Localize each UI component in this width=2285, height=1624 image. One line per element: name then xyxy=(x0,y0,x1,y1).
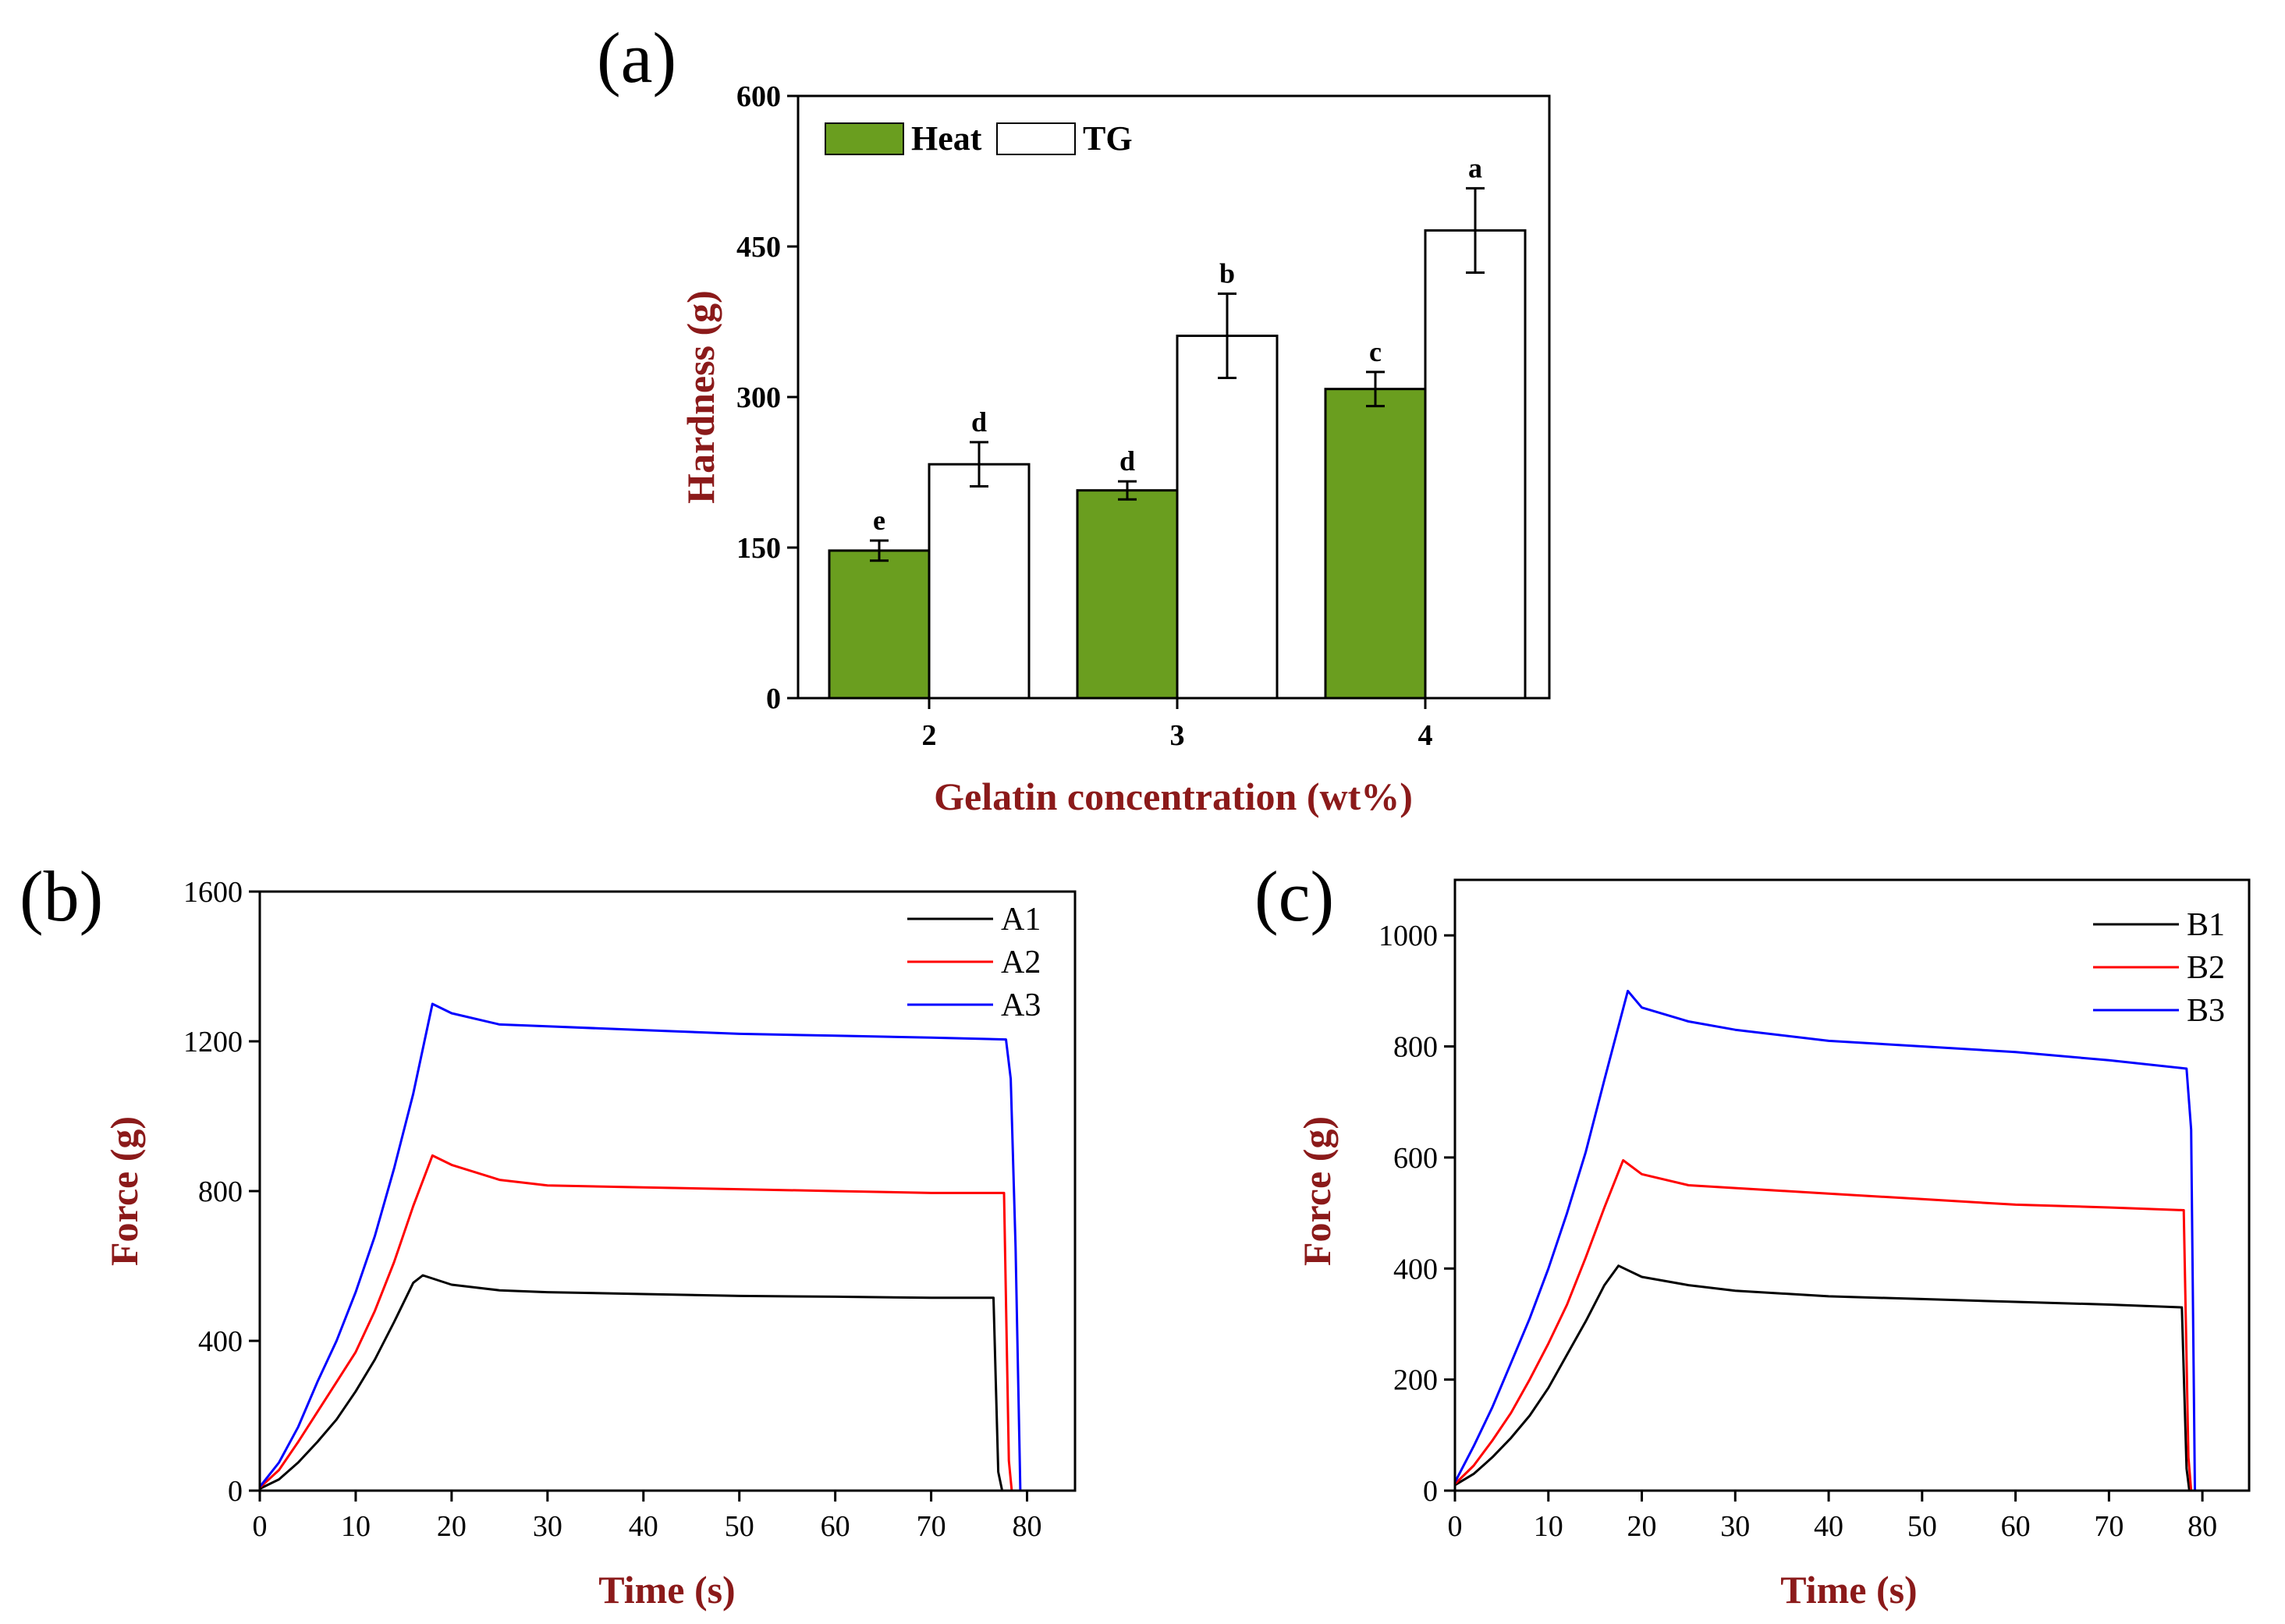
x-tick-label: 80 xyxy=(2187,1510,2217,1543)
series-line-a2 xyxy=(258,1154,1013,1491)
x-tick-label: 0 xyxy=(1448,1510,1463,1543)
panel-b-plot-frame xyxy=(258,890,1077,1492)
bar-heat-2 xyxy=(828,549,931,700)
series-line-b2 xyxy=(1453,1159,2193,1491)
y-tick-label: 0 xyxy=(766,683,781,715)
panel-c-y-ticks: 0 200 400 600 800 1000 xyxy=(1378,920,1455,1508)
x-tick-label: 0 xyxy=(253,1510,268,1543)
legend-label-a2: A2 xyxy=(1001,945,1041,980)
significance-letter: d xyxy=(971,406,987,438)
bar-tg-3 xyxy=(1176,335,1279,700)
significance-letter: b xyxy=(1219,257,1235,289)
y-tick-label: 600 xyxy=(736,80,781,113)
panel-b-x-ticks: 0 10 20 30 40 50 60 70 80 xyxy=(253,1491,1042,1543)
y-tick-label: 400 xyxy=(1393,1253,1438,1285)
legend-swatch-heat xyxy=(825,122,904,155)
x-tick-label: 20 xyxy=(437,1510,467,1543)
y-tick-label: 200 xyxy=(1393,1364,1438,1397)
legend-label-b2: B2 xyxy=(2187,950,2225,986)
legend-swatch-tg xyxy=(996,122,1076,155)
y-tick-label: 800 xyxy=(198,1175,243,1208)
panel-b-y-axis-label: Force (g) xyxy=(102,1116,146,1266)
significance-letter: c xyxy=(1369,336,1382,367)
panel-a-label: (a) xyxy=(597,18,676,98)
panel-a-y-ticks: 0 150 300 450 600 xyxy=(736,80,798,715)
x-tick-label: 50 xyxy=(725,1510,754,1543)
legend-label-a1: A1 xyxy=(1001,902,1041,938)
x-tick-label: 60 xyxy=(821,1510,850,1543)
significance-letter: a xyxy=(1468,152,1482,183)
panel-a-bars: e d c d b a xyxy=(828,152,1527,700)
y-tick-label: 0 xyxy=(1423,1475,1438,1508)
bar-tg-4 xyxy=(1424,229,1527,700)
panel-c-label: (c) xyxy=(1254,856,1334,936)
y-tick-label: 400 xyxy=(198,1325,243,1358)
x-tick-label: 10 xyxy=(341,1510,371,1543)
legend-label-heat: Heat xyxy=(911,119,982,158)
panel-c-y-axis-label: Force (g) xyxy=(1295,1116,1339,1266)
y-tick-label: 450 xyxy=(736,231,781,264)
panel-a-x-axis-label: Gelatin concentration (wt%) xyxy=(934,775,1413,818)
panel-b-x-axis-label: Time (s) xyxy=(598,1568,735,1612)
panel-a-y-axis-label: Hardness (g) xyxy=(679,290,722,504)
x-tick-label: 10 xyxy=(1534,1510,1563,1543)
panel-b-legend: A1 A2 A3 xyxy=(907,902,1041,1023)
panel-b-force-time-chart: (b) 0 400 800 1200 1600 0 10 20 30 40 50 60 70 80 Fo… xyxy=(20,856,1077,1612)
panel-c-series-lines xyxy=(1453,989,2196,1491)
panel-c-x-ticks: 0 10 20 30 40 50 60 70 80 xyxy=(1448,1491,2217,1543)
panel-a-hardness-bar-chart: (a) e d c d b a 0 150 300 450 600 2 3 4 Hardness (g… xyxy=(597,18,1551,818)
x-tick-label: 40 xyxy=(629,1510,658,1543)
x-tick-label: 30 xyxy=(533,1510,562,1543)
x-tick-label: 70 xyxy=(917,1510,946,1543)
y-tick-label: 0 xyxy=(228,1475,243,1508)
x-tick-label: 2 xyxy=(922,719,937,752)
significance-letter: d xyxy=(1119,445,1135,477)
x-tick-label: 30 xyxy=(1720,1510,1750,1543)
significance-letter: e xyxy=(873,505,885,536)
series-line-a1 xyxy=(259,1274,1004,1491)
legend-label-b3: B3 xyxy=(2187,993,2225,1029)
y-tick-label: 600 xyxy=(1393,1142,1438,1175)
y-tick-label: 1600 xyxy=(183,876,243,909)
y-tick-label: 1000 xyxy=(1378,920,1438,952)
x-tick-label: 70 xyxy=(2094,1510,2124,1543)
panel-c-plot-frame xyxy=(1453,878,2251,1492)
y-tick-label: 800 xyxy=(1393,1031,1438,1064)
panel-a-x-ticks: 2 3 4 xyxy=(922,698,1433,752)
series-line-a3 xyxy=(258,1002,1022,1491)
bar-heat-4 xyxy=(1324,388,1427,700)
y-tick-label: 150 xyxy=(736,532,781,565)
legend-label-a3: A3 xyxy=(1001,988,1041,1023)
x-tick-label: 3 xyxy=(1170,719,1185,752)
x-tick-label: 50 xyxy=(1907,1510,1937,1543)
x-tick-label: 60 xyxy=(2001,1510,2031,1543)
series-line-b1 xyxy=(1454,1264,2191,1491)
legend-label-b1: B1 xyxy=(2187,907,2225,943)
panel-c-x-axis-label: Time (s) xyxy=(1780,1568,1917,1612)
bar-heat-3 xyxy=(1076,489,1179,700)
x-tick-label: 20 xyxy=(1627,1510,1657,1543)
legend-label-tg: TG xyxy=(1083,119,1133,158)
x-tick-label: 80 xyxy=(1013,1510,1042,1543)
bar-tg-2 xyxy=(928,463,1031,700)
series-line-b3 xyxy=(1453,989,2196,1491)
y-tick-label: 300 xyxy=(736,381,781,414)
panel-a-legend: Heat TG xyxy=(825,119,1133,158)
panel-c-legend: B1 B2 B3 xyxy=(2093,907,2225,1029)
panel-b-y-ticks: 0 400 800 1200 1600 xyxy=(183,876,260,1508)
panel-b-label: (b) xyxy=(20,856,103,936)
x-tick-label: 40 xyxy=(1814,1510,1843,1543)
x-tick-label: 4 xyxy=(1418,719,1433,752)
y-tick-label: 1200 xyxy=(183,1026,243,1058)
panel-b-series-lines xyxy=(258,1002,1022,1491)
